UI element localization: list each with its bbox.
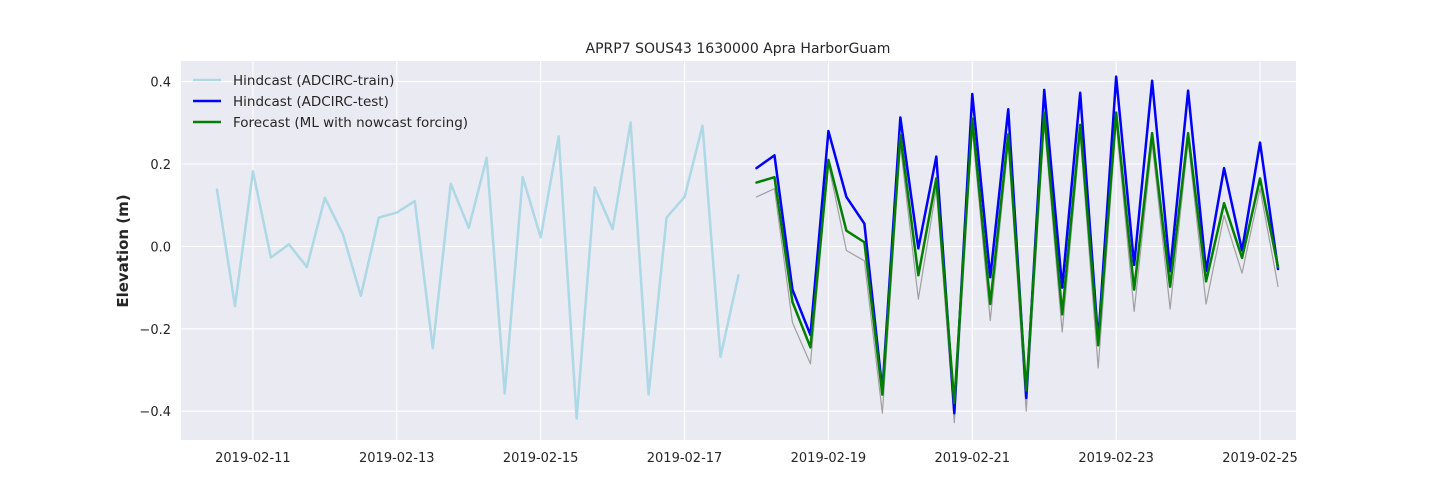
chart-title: APRP7 SOUS43 1630000 Apra HarborGuam — [586, 41, 891, 57]
y-tick-label: 0.4 — [150, 76, 171, 91]
y-tick-label: 0.0 — [150, 240, 171, 255]
plot-background — [181, 61, 1296, 440]
x-tick-label: 2019-02-17 — [647, 451, 723, 466]
x-tick-label: 2019-02-25 — [1222, 451, 1298, 466]
x-tick-label: 2019-02-23 — [1078, 451, 1154, 466]
legend-label: Forecast (ML with nowcast forcing) — [233, 115, 468, 131]
y-tick-label: −0.4 — [139, 405, 171, 420]
x-tick-label: 2019-02-13 — [359, 451, 435, 466]
legend: Hindcast (ADCIRC-train) Hindcast (ADCIRC-… — [193, 73, 468, 131]
x-tick-label: 2019-02-19 — [791, 451, 867, 466]
y-tick-label: 0.2 — [150, 158, 171, 173]
series-line-2 — [755, 111, 1280, 405]
y-tick-labels: −0.4 −0.2 0.0 0.2 0.4 — [139, 76, 171, 421]
x-tick-labels: 2019-02-11 2019-02-13 2019-02-15 2019-02-17… — [215, 451, 1298, 466]
y-axis-label: Elevation (m) — [114, 194, 132, 307]
legend-label: Hindcast (ADCIRC-train) — [233, 73, 394, 89]
series-layer — [215, 75, 1280, 424]
x-tick-label: 2019-02-11 — [215, 451, 291, 466]
x-tick-label: 2019-02-15 — [503, 451, 579, 466]
y-tick-label: −0.2 — [139, 323, 171, 338]
series-line-0 — [215, 121, 740, 420]
legend-label: Hindcast (ADCIRC-test) — [233, 94, 389, 110]
x-tick-label: 2019-02-21 — [935, 451, 1011, 466]
